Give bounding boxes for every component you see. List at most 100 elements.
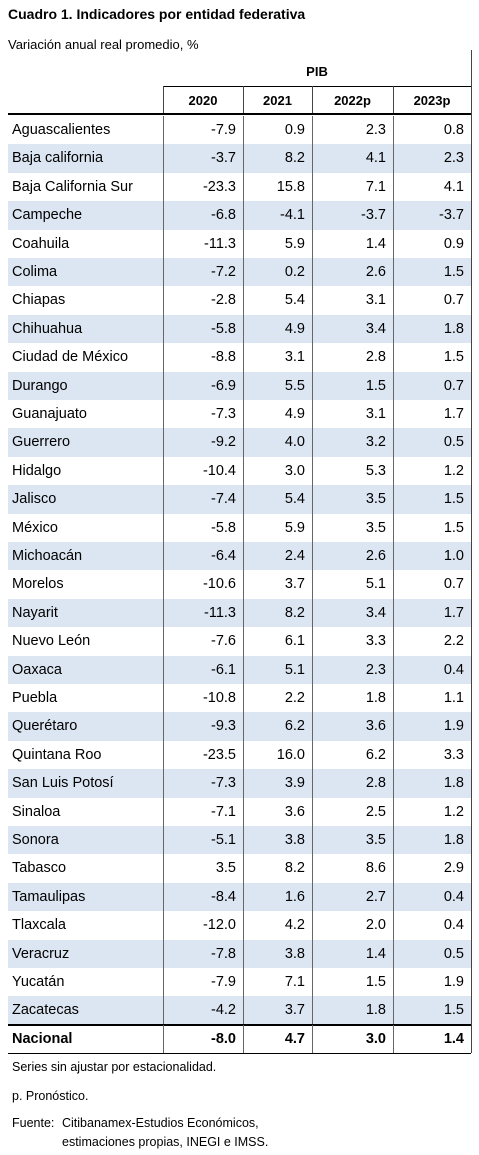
table-row: Quintana Roo -23.5 16.0 6.2 3.3 bbox=[8, 740, 472, 770]
column-rule bbox=[471, 258, 472, 287]
cell: 0.4 bbox=[393, 882, 471, 912]
cell: 5.1 bbox=[312, 570, 393, 599]
cell: -10.6 bbox=[163, 570, 243, 599]
cell: 4.9 bbox=[243, 314, 312, 344]
table-row: Ciudad de México -8.8 3.1 2.8 1.5 bbox=[8, 343, 472, 372]
row-label: Chihuahua bbox=[12, 320, 83, 337]
cell: 3.5 bbox=[312, 513, 393, 542]
cell: -7.3 bbox=[163, 769, 243, 798]
cell: 1.5 bbox=[393, 513, 471, 542]
total-row: Nacional -8.0 4.7 3.0 1.4 bbox=[8, 1024, 472, 1054]
cell: 0.5 bbox=[393, 939, 471, 968]
column-rule bbox=[393, 86, 394, 114]
row-label: Coahuila bbox=[12, 235, 70, 252]
cell: 1.9 bbox=[393, 968, 471, 997]
cell: 1.8 bbox=[312, 684, 393, 713]
row-label: Hidalgo bbox=[12, 462, 62, 479]
row-label: Guanajuato bbox=[12, 406, 87, 422]
row-label: San Luis Potosí bbox=[12, 775, 114, 792]
cell: 3.9 bbox=[243, 769, 312, 798]
rule bbox=[8, 1023, 471, 1026]
column-rule bbox=[471, 400, 472, 429]
table-row: Tabasco 3.5 8.2 8.6 2.9 bbox=[8, 854, 472, 883]
column-rule bbox=[471, 598, 472, 628]
cell: 1.8 bbox=[393, 314, 471, 344]
cell: 3.4 bbox=[312, 314, 393, 344]
table-row: Chiapas -2.8 5.4 3.1 0.7 bbox=[8, 286, 472, 315]
cell: 4.1 bbox=[393, 172, 471, 202]
cell: -3.7 bbox=[393, 201, 471, 230]
cell: 3.5 bbox=[312, 826, 393, 855]
row-label: Colima bbox=[12, 264, 58, 280]
row-label: Baja California Sur bbox=[12, 178, 133, 195]
cell: 0.8 bbox=[393, 116, 471, 145]
column-rule bbox=[471, 826, 472, 855]
row-label: Tabasco bbox=[12, 860, 67, 877]
table-row: Guerrero -9.2 4.0 3.2 0.5 bbox=[8, 428, 472, 457]
table-row: Querétaro -9.3 6.2 3.6 1.9 bbox=[8, 712, 472, 741]
note: p. Pronóstico. bbox=[12, 1089, 89, 1103]
cell: -7.9 bbox=[163, 116, 243, 145]
rule bbox=[163, 86, 471, 87]
column-rule bbox=[471, 882, 472, 912]
cell: 2.5 bbox=[312, 797, 393, 826]
cell: 2.3 bbox=[312, 116, 393, 145]
cell: 5.3 bbox=[312, 456, 393, 486]
table-row: Nuevo León -7.6 6.1 3.3 2.2 bbox=[8, 627, 472, 656]
subtitle: Variación anual real promedio, % bbox=[8, 37, 199, 52]
cell: 3.6 bbox=[312, 712, 393, 741]
cell: 1.7 bbox=[393, 400, 471, 429]
cell: 2.4 bbox=[243, 542, 312, 571]
table-row: Coahuila -11.3 5.9 1.4 0.9 bbox=[8, 229, 472, 258]
cell: -9.2 bbox=[163, 428, 243, 457]
cell: 1.8 bbox=[312, 996, 393, 1025]
column-rule bbox=[312, 86, 313, 114]
table-row: Baja California Sur -23.3 15.8 7.1 4.1 bbox=[8, 172, 472, 202]
column-header: 2022p bbox=[334, 93, 371, 108]
cell: 2.9 bbox=[393, 854, 471, 883]
row-label: Chiapas bbox=[12, 292, 66, 309]
cell: 2.0 bbox=[312, 911, 393, 940]
column-header: 2023p bbox=[413, 93, 451, 108]
table-row: Hidalgo -10.4 3.0 5.3 1.2 bbox=[8, 456, 472, 486]
row-label: Baja california bbox=[12, 150, 104, 167]
cell: 5.9 bbox=[243, 513, 312, 542]
cell: 1.0 bbox=[393, 542, 471, 571]
table-row: Sonora -5.1 3.8 3.5 1.8 bbox=[8, 826, 472, 855]
row-label: Zacatecas bbox=[12, 1002, 79, 1019]
column-rule bbox=[471, 485, 472, 514]
cell: 5.9 bbox=[243, 229, 312, 258]
cell: 1.5 bbox=[393, 343, 471, 372]
column-rule bbox=[471, 684, 472, 713]
cell: 1.5 bbox=[393, 258, 471, 287]
cell: 1.2 bbox=[393, 797, 471, 826]
table-row: Tamaulipas -8.4 1.6 2.7 0.4 bbox=[8, 882, 472, 912]
group-header: PIB bbox=[306, 64, 328, 79]
row-label: Puebla bbox=[12, 690, 58, 706]
table-row: Jalisco -7.4 5.4 3.5 1.5 bbox=[8, 485, 472, 514]
cell: -6.1 bbox=[163, 655, 243, 684]
cell: -9.3 bbox=[163, 712, 243, 741]
row-label: Jalisco bbox=[12, 491, 57, 508]
row-label: Tlaxcala bbox=[12, 917, 66, 934]
cell: -7.2 bbox=[163, 258, 243, 287]
cell: -23.3 bbox=[163, 172, 243, 202]
cell: 3.5 bbox=[163, 854, 243, 883]
row-label: Nuevo León bbox=[12, 633, 91, 650]
cell: -10.8 bbox=[163, 684, 243, 713]
cell: -5.8 bbox=[163, 513, 243, 542]
column-rule bbox=[471, 542, 472, 571]
cell: 7.1 bbox=[312, 172, 393, 202]
row-label: Nayarit bbox=[12, 604, 58, 621]
cell: 5.4 bbox=[243, 485, 312, 514]
cell: 4.0 bbox=[243, 428, 312, 457]
column-rule bbox=[471, 428, 472, 457]
table-row: Veracruz -7.8 3.8 1.4 0.5 bbox=[8, 939, 472, 968]
cell: -3.7 bbox=[312, 201, 393, 230]
cell: 8.2 bbox=[243, 854, 312, 883]
column-rule bbox=[471, 627, 472, 656]
cell: -11.3 bbox=[163, 598, 243, 628]
cell: 3.7 bbox=[243, 996, 312, 1025]
table-row: Chihuahua -5.8 4.9 3.4 1.8 bbox=[8, 314, 472, 344]
